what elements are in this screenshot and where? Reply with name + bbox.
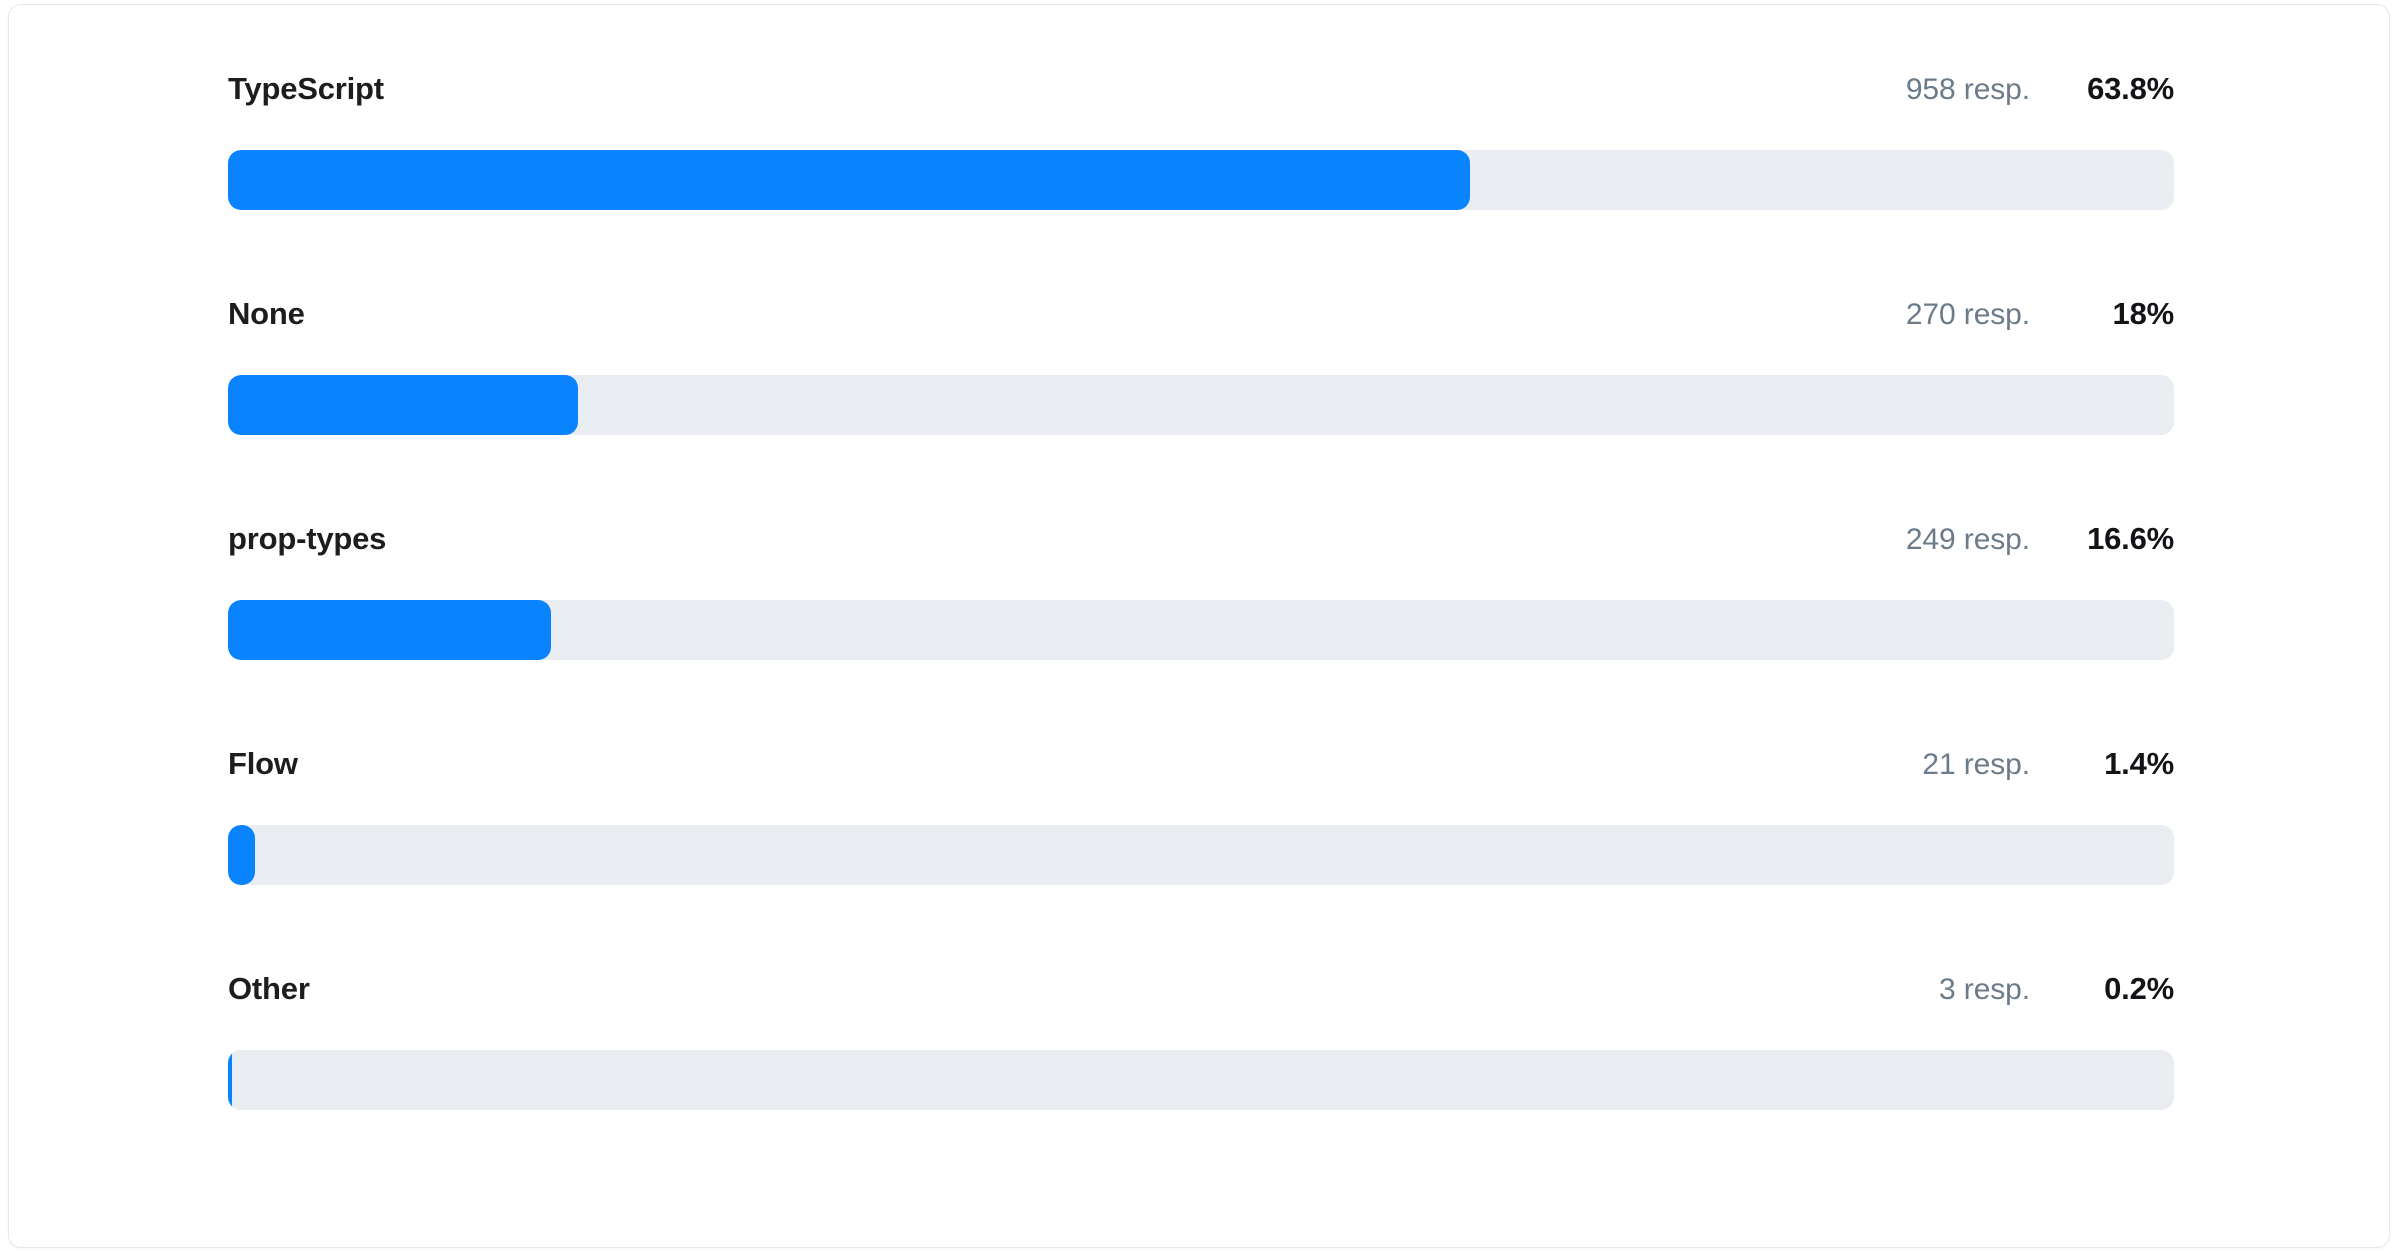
bar-chart-row[interactable]: Other 3 resp. 0.2%: [228, 961, 2174, 1161]
bar-row-values: 270 resp. 18%: [1906, 286, 2174, 343]
bar-row-percentage: 0.2%: [2104, 971, 2174, 1006]
bar-row-label: TypeScript: [228, 71, 384, 106]
bar-row-label: None: [228, 296, 305, 331]
bar-row-response-count: 249 resp.: [1905, 523, 2030, 556]
bar-track: [228, 825, 2174, 885]
survey-results-card: TypeScript 958 resp. 63.8% None 270 resp…: [8, 4, 2390, 1248]
bar-track: [228, 600, 2174, 660]
bar-fill: [228, 825, 256, 885]
bar-row-label: Other: [228, 971, 310, 1006]
bar-row-header: None 270 resp. 18%: [228, 286, 2174, 342]
bar-row-response-count: 3 resp.: [1938, 973, 2030, 1006]
bar-row-percentage: 16.6%: [2087, 521, 2174, 556]
bar-row-percentage: 18%: [2112, 296, 2175, 331]
bar-row-response-count: 958 resp.: [1905, 73, 2030, 106]
bar-row-values: 958 resp. 63.8%: [1906, 61, 2174, 118]
bar-row-header: Flow 21 resp. 1.4%: [228, 736, 2174, 792]
bar-row-percentage: 1.4%: [2104, 746, 2174, 781]
bar-row-response-count: 270 resp.: [1905, 298, 2030, 331]
bar-row-label: Flow: [228, 746, 298, 781]
bar-chart-row[interactable]: TypeScript 958 resp. 63.8%: [228, 61, 2174, 286]
bar-fill: [228, 375, 579, 435]
bar-fill: [228, 600, 552, 660]
bar-track: [228, 1050, 2174, 1110]
horizontal-bar-chart: TypeScript 958 resp. 63.8% None 270 resp…: [228, 61, 2174, 1161]
bar-track: [228, 375, 2174, 435]
bar-row-values: 3 resp. 0.2%: [1939, 961, 2174, 1018]
bar-row-header: Other 3 resp. 0.2%: [228, 961, 2174, 1017]
bar-row-values: 21 resp. 1.4%: [1922, 736, 2174, 793]
bar-chart-row[interactable]: Flow 21 resp. 1.4%: [228, 736, 2174, 961]
bar-row-response-count: 21 resp.: [1922, 748, 2030, 781]
bar-row-values: 249 resp. 16.6%: [1906, 511, 2174, 568]
bar-fill: [228, 1050, 232, 1110]
bar-row-label: prop-types: [228, 521, 387, 556]
bar-row-header: prop-types 249 resp. 16.6%: [228, 511, 2174, 567]
bar-track: [228, 150, 2174, 210]
bar-row-header: TypeScript 958 resp. 63.8%: [228, 61, 2174, 117]
bar-row-percentage: 63.8%: [2087, 71, 2174, 106]
bar-chart-row[interactable]: None 270 resp. 18%: [228, 286, 2174, 511]
bar-chart-row[interactable]: prop-types 249 resp. 16.6%: [228, 511, 2174, 736]
bar-fill: [228, 150, 1470, 210]
